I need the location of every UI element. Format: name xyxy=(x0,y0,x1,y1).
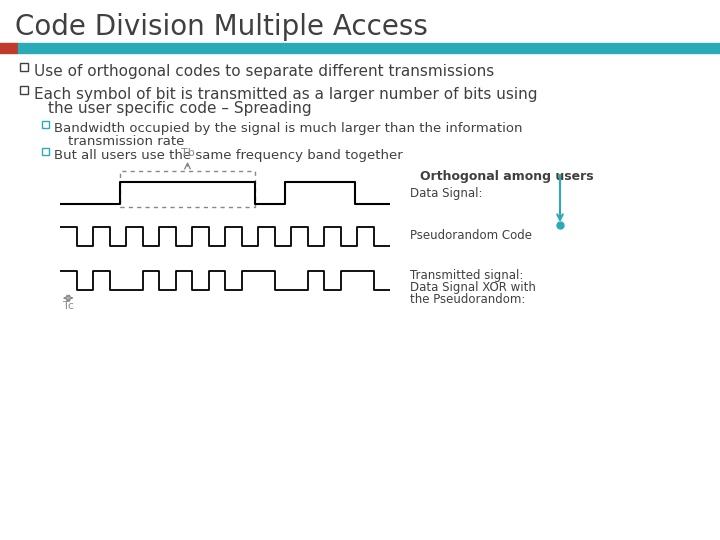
Text: Bandwidth occupied by the signal is much larger than the information: Bandwidth occupied by the signal is much… xyxy=(54,122,523,135)
Text: the user specific code – Spreading: the user specific code – Spreading xyxy=(48,101,312,116)
Bar xyxy=(20,63,28,71)
Text: Code Division Multiple Access: Code Division Multiple Access xyxy=(15,13,428,41)
Text: But all users use the same frequency band together: But all users use the same frequency ban… xyxy=(54,149,402,162)
Bar xyxy=(120,171,255,207)
Text: the Pseudorandom:: the Pseudorandom: xyxy=(410,293,526,306)
Bar xyxy=(20,86,28,94)
Text: transmission rate: transmission rate xyxy=(68,135,184,148)
Text: Tc: Tc xyxy=(63,301,73,311)
Text: Pseudorandom Code: Pseudorandom Code xyxy=(410,229,532,242)
Text: Data Signal:: Data Signal: xyxy=(410,187,482,200)
Text: Transmitted signal:: Transmitted signal: xyxy=(410,269,523,282)
Text: Orthogonal among users: Orthogonal among users xyxy=(420,170,593,183)
Text: Tb: Tb xyxy=(181,148,194,158)
Bar xyxy=(42,148,49,155)
Bar xyxy=(42,121,49,128)
Bar xyxy=(0,43,18,53)
Text: Each symbol of bit is transmitted as a larger number of bits using: Each symbol of bit is transmitted as a l… xyxy=(34,87,538,102)
Text: Data Signal XOR with: Data Signal XOR with xyxy=(410,281,536,294)
Text: Use of orthogonal codes to separate different transmissions: Use of orthogonal codes to separate diff… xyxy=(34,64,494,79)
Bar xyxy=(18,43,720,53)
